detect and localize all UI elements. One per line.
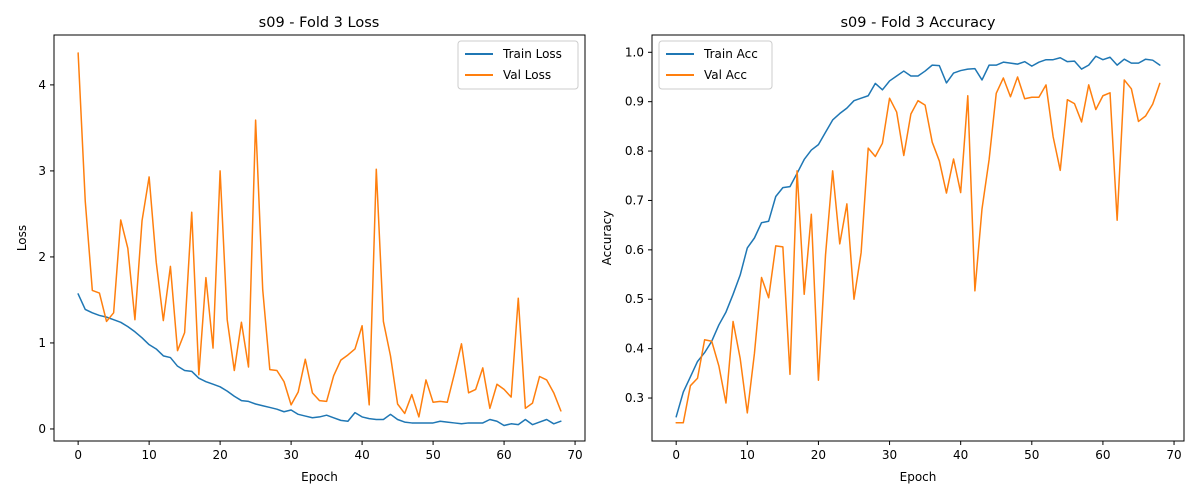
accuracy-x-tick-label: 10: [740, 448, 755, 462]
legend-val-loss-label: Val Loss: [503, 68, 551, 82]
loss-y-axis-label: Loss: [15, 225, 29, 251]
accuracy-legend: Train Acc Val Acc: [658, 40, 773, 90]
loss-axes-frame: [53, 34, 586, 442]
accuracy-y-tick-label: 1.0: [625, 45, 644, 59]
accuracy-x-tick-label: 60: [1095, 448, 1110, 462]
accuracy-y-tick-label: 0.9: [625, 95, 644, 109]
loss-chart-title: s09 - Fold 3 Loss: [259, 15, 380, 31]
accuracy-x-tick-label: 40: [953, 448, 968, 462]
accuracy-x-tick-label: 30: [882, 448, 897, 462]
accuracy-y-axis-label: Accuracy: [600, 211, 614, 266]
loss-x-tick-label: 50: [425, 448, 440, 462]
series-line-train-loss: [77, 293, 562, 427]
accuracy-x-tick-label: 20: [811, 448, 826, 462]
legend-val-acc-label: Val Acc: [704, 68, 747, 82]
loss-y-tick-label: 0: [38, 422, 46, 436]
accuracy-chart: s09 - Fold 3 Accuracy 0 10 20 30 40 50 60 70 0.3…: [600, 15, 1185, 484]
loss-y-tick-label: 4: [38, 78, 46, 92]
loss-x-tick-label: 60: [496, 448, 511, 462]
series-line-train-acc: [675, 55, 1161, 418]
loss-x-tick-label: 0: [74, 448, 82, 462]
accuracy-y-tick-label: 0.4: [625, 342, 644, 356]
accuracy-y-tick-label: 0.5: [625, 292, 644, 306]
accuracy-x-tick-label: 0: [672, 448, 680, 462]
loss-x-tick-label: 40: [354, 448, 369, 462]
loss-x-axis-label: Epoch: [301, 470, 338, 484]
accuracy-y-tick-label: 0.3: [625, 391, 644, 405]
accuracy-x-axis-label: Epoch: [900, 470, 937, 484]
loss-chart: s09 - Fold 3 Loss 0 10 20 30 40 50 60 70 0 1 2 3 4 E…: [15, 15, 586, 484]
loss-legend: Train Loss Val Loss: [457, 40, 579, 90]
accuracy-plot-area: 0 10 20 30 40 50 60 70 0.3 0.4 0.5 0.6 0.7 0.8 0.9 1.0: [625, 45, 1182, 462]
series-line-val-acc: [675, 76, 1161, 424]
accuracy-chart-title: s09 - Fold 3 Accuracy: [840, 15, 995, 31]
loss-plot-area: 0 10 20 30 40 50 60 70 0 1 2 3 4: [38, 52, 583, 462]
loss-y-tick-label: 1: [38, 336, 46, 350]
accuracy-axes-frame: [651, 34, 1185, 442]
loss-x-tick-label: 30: [283, 448, 298, 462]
accuracy-x-tick-label: 50: [1024, 448, 1039, 462]
loss-x-tick-label: 70: [567, 448, 582, 462]
legend-train-loss-label: Train Loss: [502, 47, 562, 61]
accuracy-y-tick-label: 0.6: [625, 243, 644, 257]
accuracy-x-tick-label: 70: [1166, 448, 1181, 462]
loss-y-tick-label: 2: [38, 250, 46, 264]
accuracy-y-tick-label: 0.7: [625, 193, 644, 207]
loss-x-tick-label: 20: [212, 448, 227, 462]
loss-x-tick-label: 10: [141, 448, 156, 462]
accuracy-y-tick-label: 0.8: [625, 144, 644, 158]
series-line-val-loss: [77, 52, 562, 418]
legend-train-acc-label: Train Acc: [703, 47, 758, 61]
loss-y-tick-label: 3: [38, 164, 46, 178]
